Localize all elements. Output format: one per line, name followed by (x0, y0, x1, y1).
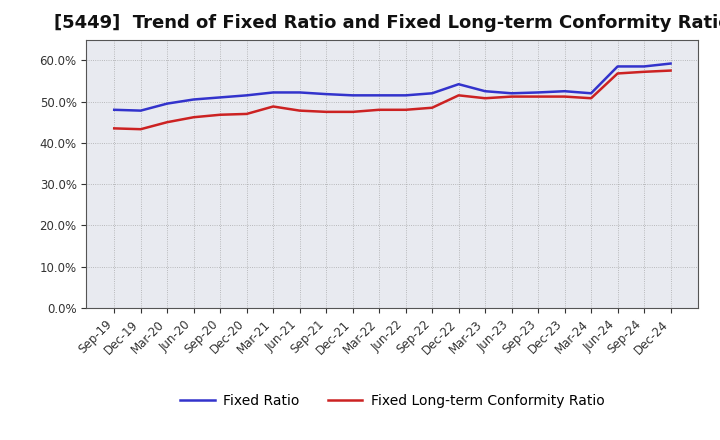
Fixed Long-term Conformity Ratio (216, 112, 225, 117)
Fixed Long-term Conformity Ratio (560, 94, 569, 99)
Fixed Ratio (136, 108, 145, 113)
Fixed Long-term Conformity Ratio (401, 107, 410, 113)
Fixed Long-term Conformity Ratio (613, 71, 622, 76)
Fixed Ratio (348, 93, 357, 98)
Fixed Long-term Conformity Ratio (110, 126, 119, 131)
Fixed Ratio (481, 88, 490, 94)
Legend: Fixed Ratio, Fixed Long-term Conformity Ratio: Fixed Ratio, Fixed Long-term Conformity … (175, 389, 610, 414)
Fixed Long-term Conformity Ratio (375, 107, 384, 113)
Fixed Ratio (640, 64, 649, 69)
Fixed Long-term Conformity Ratio (428, 105, 436, 110)
Fixed Long-term Conformity Ratio (481, 95, 490, 101)
Fixed Ratio (401, 93, 410, 98)
Fixed Ratio (375, 93, 384, 98)
Fixed Long-term Conformity Ratio (348, 109, 357, 114)
Fixed Long-term Conformity Ratio (243, 111, 251, 117)
Fixed Ratio (295, 90, 304, 95)
Fixed Long-term Conformity Ratio (136, 127, 145, 132)
Fixed Ratio (243, 93, 251, 98)
Line: Fixed Long-term Conformity Ratio: Fixed Long-term Conformity Ratio (114, 70, 670, 129)
Fixed Long-term Conformity Ratio (322, 109, 330, 114)
Fixed Long-term Conformity Ratio (508, 94, 516, 99)
Fixed Long-term Conformity Ratio (189, 114, 198, 120)
Fixed Ratio (613, 64, 622, 69)
Line: Fixed Ratio: Fixed Ratio (114, 63, 670, 110)
Fixed Ratio (428, 91, 436, 96)
Fixed Ratio (534, 90, 542, 95)
Fixed Long-term Conformity Ratio (666, 68, 675, 73)
Fixed Ratio (666, 61, 675, 66)
Fixed Long-term Conformity Ratio (534, 94, 542, 99)
Fixed Ratio (216, 95, 225, 100)
Fixed Long-term Conformity Ratio (640, 69, 649, 74)
Fixed Ratio (189, 97, 198, 102)
Fixed Ratio (454, 81, 463, 87)
Title: [5449]  Trend of Fixed Ratio and Fixed Long-term Conformity Ratio: [5449] Trend of Fixed Ratio and Fixed Lo… (54, 15, 720, 33)
Fixed Long-term Conformity Ratio (295, 108, 304, 113)
Fixed Ratio (560, 88, 569, 94)
Fixed Ratio (587, 91, 595, 96)
Fixed Long-term Conformity Ratio (454, 93, 463, 98)
Fixed Ratio (110, 107, 119, 113)
Fixed Ratio (163, 101, 171, 106)
Fixed Long-term Conformity Ratio (587, 95, 595, 101)
Fixed Ratio (508, 91, 516, 96)
Fixed Ratio (322, 92, 330, 97)
Fixed Long-term Conformity Ratio (269, 104, 277, 109)
Fixed Ratio (269, 90, 277, 95)
Fixed Long-term Conformity Ratio (163, 120, 171, 125)
